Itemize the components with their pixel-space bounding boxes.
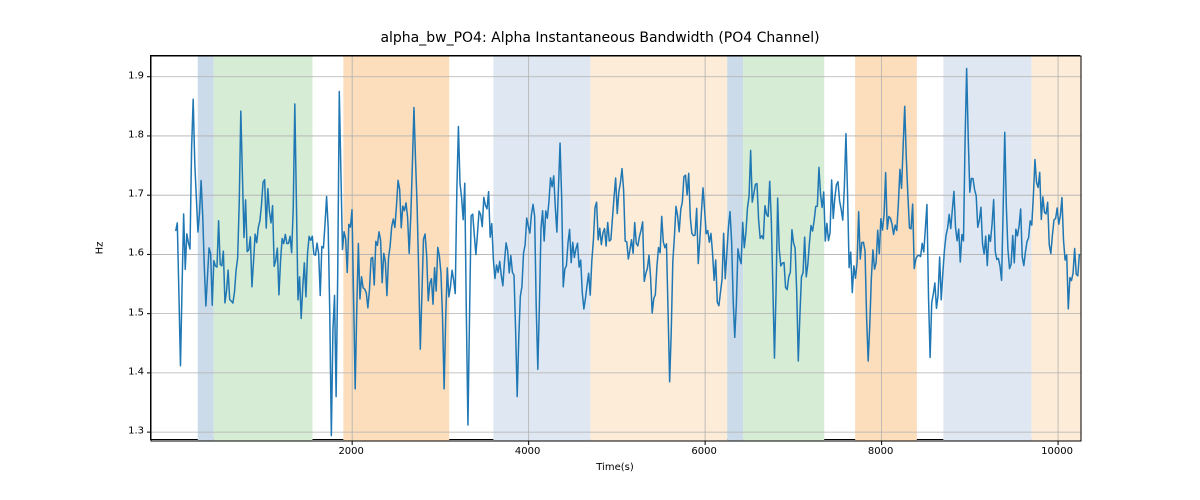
y-tick-label: 1.5 — [120, 307, 144, 318]
x-tick-label: 10000 — [1041, 446, 1073, 457]
background-band — [198, 56, 214, 441]
y-tick-label: 1.9 — [120, 70, 144, 81]
x-tick-label: 6000 — [691, 446, 716, 457]
x-axis-label: Time(s) — [596, 462, 634, 473]
x-tick-label: 2000 — [338, 446, 363, 457]
y-tick-label: 1.7 — [120, 189, 144, 200]
background-band — [1032, 56, 1081, 441]
y-tick-label: 1.6 — [120, 248, 144, 259]
y-tick-label: 1.8 — [120, 129, 144, 140]
figure-container: alpha_bw_PO4: Alpha Instantaneous Bandwi… — [0, 0, 1200, 500]
chart-title: alpha_bw_PO4: Alpha Instantaneous Bandwi… — [0, 30, 1200, 46]
background-band — [743, 56, 824, 441]
y-tick-label: 1.3 — [120, 426, 144, 437]
y-tick-label: 1.4 — [120, 366, 144, 377]
y-axis-label: Hz — [95, 241, 106, 254]
background-band — [727, 56, 743, 441]
x-tick-label: 8000 — [868, 446, 893, 457]
x-tick-label: 4000 — [515, 446, 540, 457]
plot-area — [150, 55, 1080, 440]
plot-svg — [151, 56, 1081, 441]
